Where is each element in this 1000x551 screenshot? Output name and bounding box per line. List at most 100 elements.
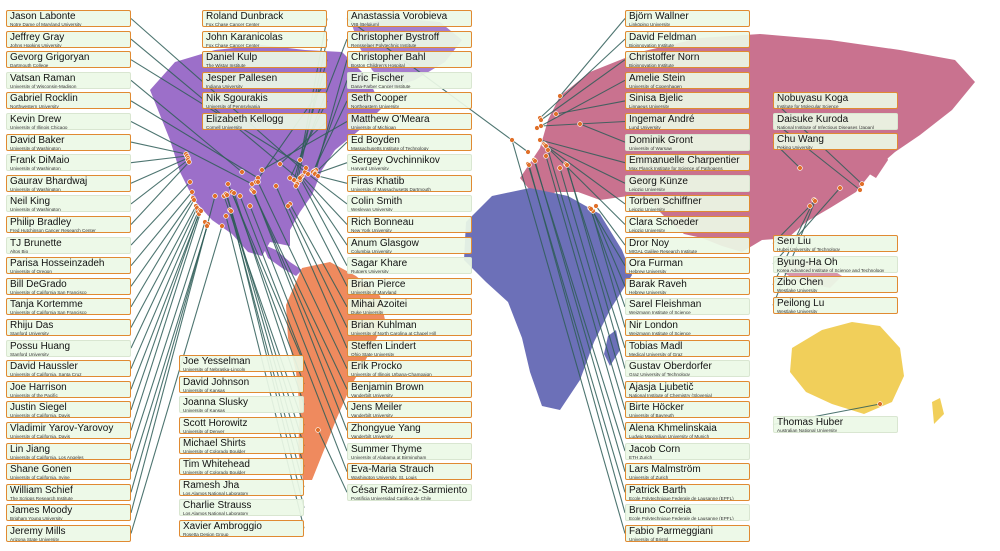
south-america-shape [286, 262, 385, 480]
connector-line [130, 197, 194, 287]
scientist-affiliation: Ohio State University [351, 351, 395, 357]
location-marker [526, 162, 532, 168]
scientist-name: Amelie Stein [629, 72, 686, 84]
scientist-label: Joe Yesselman University of Nebraska-Linc… [179, 355, 304, 372]
scientist-label: James Moody Brigham Young University [6, 504, 131, 522]
scientist-affiliation: Fred Hutchinson Cancer Research Center [10, 228, 96, 233]
location-marker [564, 162, 570, 168]
scientist-affiliation: University of North Carolina at Chapel H… [351, 331, 436, 336]
scientist-name: Roland Dunbrack [206, 11, 284, 22]
scientist-label: Dror Noy MIGAL Galilee Research Institute [625, 236, 750, 254]
scientist-label: Lars Malmström University of Zurich [625, 463, 750, 481]
scientist-name: César Ramírez-Sarmiento [351, 484, 468, 496]
scientist-name: Ed Boyden [351, 134, 400, 146]
connector-line [579, 123, 626, 143]
scientist-affiliation: Harvard University [351, 166, 389, 172]
connector-line [130, 225, 208, 493]
location-marker [293, 183, 299, 189]
scientist-label: Chu Wang Peking University [773, 133, 898, 151]
scientist-name: Byung-Ha Oh [777, 256, 838, 268]
location-marker [588, 206, 594, 212]
scientist-label: Kevin Drew University of Illinois Chicago [6, 113, 131, 130]
connector-line [130, 181, 191, 246]
connector-line [130, 225, 223, 534]
scientist-label: Gevorg Grigoryan Dartmouth College [6, 51, 131, 69]
scientist-affiliation: The Scripps Research Institute [10, 495, 73, 501]
scientist-name: Joe Harrison [10, 381, 67, 393]
location-marker [251, 189, 257, 195]
scientist-label: Tim Whitehead University of Colorado Boul… [179, 458, 304, 475]
scientist-affiliation: University of Washington [10, 186, 61, 192]
scientist-name: David Feldman [629, 31, 697, 43]
location-marker [237, 193, 243, 199]
location-marker [857, 187, 863, 193]
scientist-label: Sagar Khare Rutgers University [347, 257, 472, 275]
scientist-affiliation: University of Oregon [10, 269, 52, 275]
connector-line [595, 205, 626, 246]
scientist-label: Björn Wallner Linköping University [625, 10, 750, 27]
location-marker [219, 223, 225, 229]
scientist-affiliation: University of Massachusetts Dartmouth [351, 186, 431, 192]
scientist-label: Tanja Kortemme University of California S… [6, 298, 131, 316]
location-marker [537, 137, 543, 143]
scientist-name: Scott Horowitz [183, 417, 248, 429]
scientist-affiliation: University of Pennsylvania [206, 104, 260, 110]
scientist-affiliation: Medical University of Graz [629, 351, 683, 357]
connector-line [130, 38, 301, 181]
scientist-name: Clara Schoeder [629, 217, 699, 228]
scientist-affiliation: Institute for Molecular Science [777, 104, 839, 109]
scientist-label: John Karanicolas Fox Chase Cancer Center [202, 30, 327, 48]
scientist-name: Kevin Drew [10, 114, 62, 125]
connector-line [253, 191, 348, 431]
location-marker [305, 171, 311, 177]
location-marker [225, 181, 231, 187]
scientist-label: Amelie Stein University of Copenhagen [625, 71, 750, 89]
scientist-label: TJ Brunette Altos Bio [6, 236, 131, 254]
location-marker [224, 192, 230, 198]
scientist-name: Michael Shirts [183, 438, 246, 450]
scientist-affiliation: Los Alamos National Laboratory [183, 490, 249, 496]
scientist-name: Patrick Barth [629, 484, 687, 496]
location-marker [287, 175, 293, 181]
scientist-affiliation: University of Michigan [351, 125, 396, 130]
scientist-name: Gustav Oberdorfer [629, 361, 712, 373]
scientist-affiliation: Bioinnovation Institute [629, 42, 674, 48]
scientist-label: César Ramírez-Sarmiento Pontificia Univer… [347, 483, 472, 501]
scientist-label: Joe Harrison University of the Pacific [6, 380, 131, 398]
scientist-affiliation: University of Nebraska-Lincoln [183, 367, 246, 372]
scientist-label: Nir London Weizmann Institute of Science [625, 319, 750, 336]
scientist-label: Thomas Huber Australian National Universi… [773, 416, 898, 433]
scientist-label: Barak Raveh Hebrew University [625, 277, 750, 295]
scientist-label: Zibo Chen Westlake University [773, 276, 898, 294]
scientist-affiliation: University of California, Davis [10, 434, 70, 439]
location-marker [538, 117, 544, 123]
scientist-label: Joanna Slusky University of Kansas [179, 396, 304, 414]
scientist-name: Georg Künze [629, 175, 688, 187]
scientist-label: Peilong Lu Westlake University [773, 296, 898, 314]
connector-line [295, 185, 348, 287]
scientist-affiliation: Cornell University [206, 125, 242, 130]
scientist-name: David Baker [10, 134, 65, 146]
scientist-affiliation: Vanderbilt University [351, 392, 393, 398]
connector-line [772, 120, 861, 191]
central-america-shape [262, 244, 302, 276]
scientist-affiliation: Linnaeus University [629, 104, 670, 110]
scientist-label: Firas Khatib University of Massachusetts … [347, 174, 472, 192]
location-marker [277, 161, 283, 167]
scientist-label: Seth Cooper Northeastern University [347, 92, 472, 110]
location-marker [189, 189, 195, 195]
scientist-name: Fabio Parmeggiani [629, 526, 713, 537]
connector-line [301, 175, 348, 225]
connector-line [130, 221, 206, 452]
scientist-affiliation: Westlake University [777, 288, 818, 294]
scientist-name: Colin Smith [351, 196, 403, 208]
scientist-affiliation: National Institute of Infectious Disease… [777, 124, 875, 130]
scientist-affiliation: University of Kansas [183, 387, 225, 393]
scientist-affiliation: National Institute of Chemistry (Sloveni… [629, 392, 713, 398]
scientist-name: Justin Siegel [10, 402, 67, 414]
scientist-label: Alena Khmelinskaia Ludwig Maximilian Univ… [625, 422, 750, 439]
connector-line [130, 211, 199, 369]
scientist-label: Gustav Oberdorfer Graz University of Tech… [625, 360, 750, 378]
scientist-label: Nobuyasu Koga Institute for Molecular Sci… [773, 92, 898, 109]
scientist-name: Anastassia Vorobieva [351, 11, 448, 22]
